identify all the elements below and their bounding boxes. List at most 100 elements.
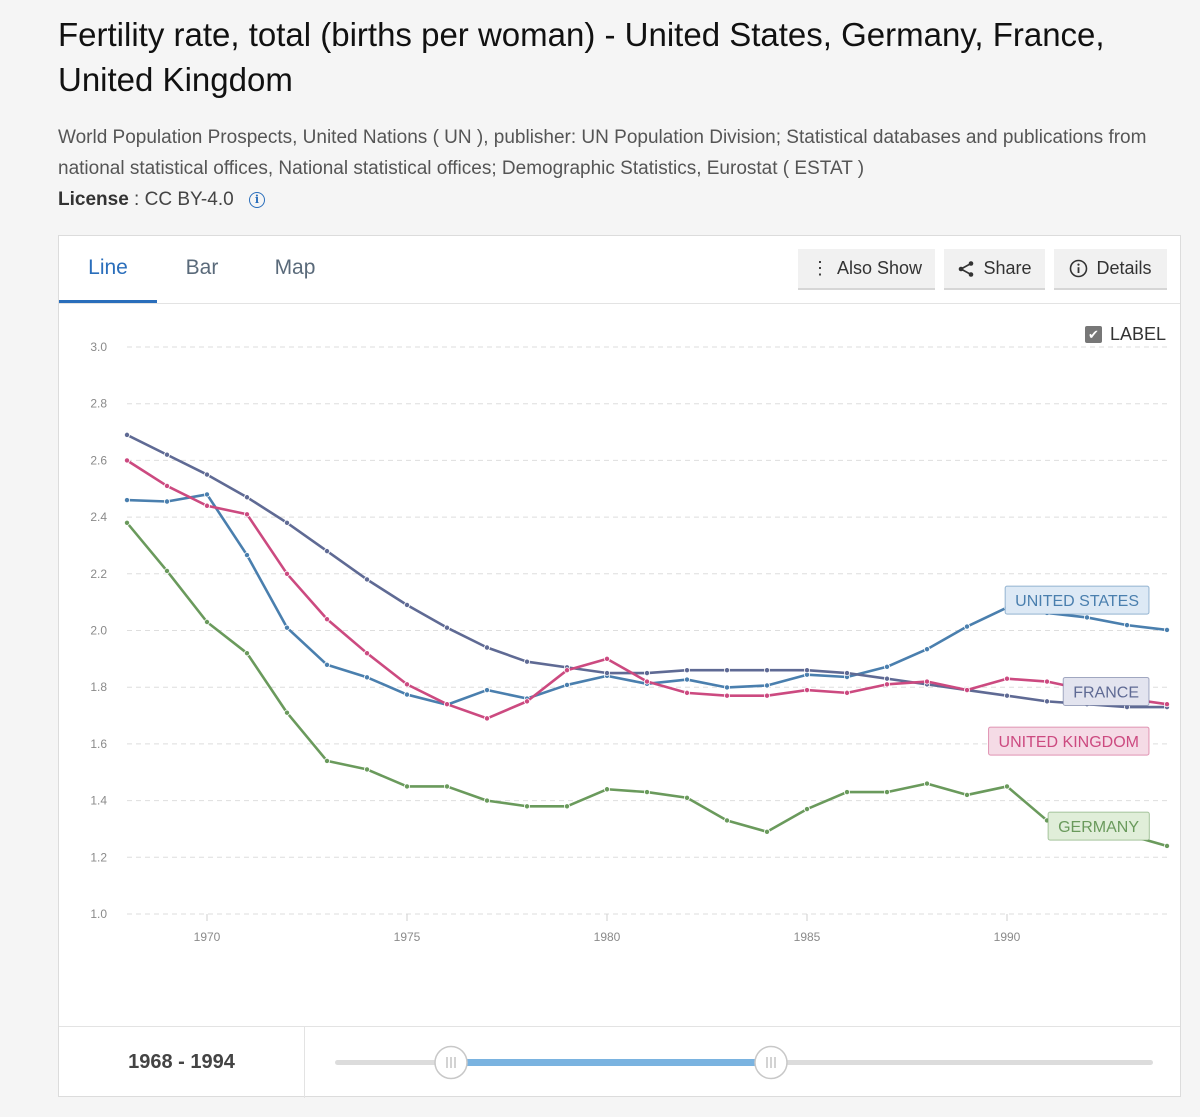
info-icon[interactable]: i [248, 192, 265, 208]
data-point[interactable] [124, 519, 131, 526]
data-point[interactable] [483, 797, 490, 804]
data-point[interactable] [124, 457, 131, 464]
data-point[interactable] [604, 670, 611, 677]
data-point[interactable] [283, 709, 290, 716]
data-point[interactable] [764, 667, 771, 674]
share-button[interactable]: Share [944, 249, 1045, 290]
data-point[interactable] [403, 601, 410, 608]
data-point[interactable] [323, 757, 330, 764]
series-line-france[interactable] [126, 433, 1167, 709]
data-point[interactable] [523, 658, 530, 665]
data-point[interactable] [283, 519, 290, 526]
data-point[interactable] [363, 650, 370, 657]
data-point[interactable] [884, 789, 891, 796]
data-point[interactable] [1124, 622, 1131, 629]
data-point[interactable] [403, 783, 410, 790]
data-point[interactable] [363, 766, 370, 773]
data-point[interactable] [323, 616, 330, 623]
data-point[interactable] [844, 789, 851, 796]
data-point[interactable] [1004, 675, 1011, 682]
data-point[interactable] [804, 667, 811, 674]
data-point[interactable] [443, 624, 450, 631]
data-point[interactable] [523, 803, 530, 810]
data-point[interactable] [964, 791, 971, 798]
data-point[interactable] [483, 687, 490, 694]
data-point[interactable] [844, 670, 851, 677]
checkbox-checked-icon[interactable]: ✔ [1085, 326, 1102, 343]
data-point[interactable] [924, 780, 931, 787]
data-point[interactable] [563, 681, 570, 688]
data-point[interactable] [604, 655, 611, 662]
data-point[interactable] [644, 678, 651, 685]
data-point[interactable] [1084, 614, 1091, 621]
data-point[interactable] [684, 794, 691, 801]
data-point[interactable] [563, 667, 570, 674]
data-point[interactable] [764, 828, 771, 835]
data-point[interactable] [684, 667, 691, 674]
data-point[interactable] [724, 684, 731, 691]
data-point[interactable] [483, 644, 490, 651]
data-point[interactable] [1164, 626, 1171, 633]
data-point[interactable] [243, 650, 250, 657]
tab-map[interactable]: Map [274, 256, 316, 279]
data-point[interactable] [1004, 692, 1011, 699]
data-point[interactable] [684, 676, 691, 683]
data-point[interactable] [724, 817, 731, 824]
data-point[interactable] [1164, 842, 1171, 849]
data-point[interactable] [164, 498, 171, 505]
data-point[interactable] [724, 692, 731, 699]
data-point[interactable] [844, 689, 851, 696]
data-point[interactable] [684, 689, 691, 696]
data-point[interactable] [323, 661, 330, 668]
data-point[interactable] [964, 687, 971, 694]
data-point[interactable] [764, 682, 771, 689]
data-point[interactable] [124, 431, 131, 438]
data-point[interactable] [283, 624, 290, 631]
data-point[interactable] [443, 701, 450, 708]
data-point[interactable] [604, 786, 611, 793]
data-point[interactable] [804, 687, 811, 694]
also-show-button[interactable]: ⋮ Also Show [798, 249, 935, 290]
data-point[interactable] [1004, 783, 1011, 790]
slider-handle-start[interactable] [434, 1045, 468, 1080]
data-point[interactable] [764, 692, 771, 699]
tab-line[interactable]: Line [59, 236, 157, 303]
data-point[interactable] [203, 618, 210, 625]
data-point[interactable] [443, 783, 450, 790]
tab-bar[interactable]: Bar [185, 256, 219, 279]
data-point[interactable] [243, 494, 250, 501]
data-point[interactable] [243, 552, 250, 559]
data-point[interactable] [203, 502, 210, 509]
data-point[interactable] [563, 803, 570, 810]
data-point[interactable] [124, 497, 131, 504]
data-point[interactable] [724, 667, 731, 674]
data-point[interactable] [924, 646, 931, 653]
data-point[interactable] [323, 548, 330, 555]
data-point[interactable] [164, 451, 171, 458]
data-point[interactable] [644, 670, 651, 677]
data-point[interactable] [483, 715, 490, 722]
year-range-slider[interactable] [305, 1027, 1180, 1098]
data-point[interactable] [164, 567, 171, 574]
data-point[interactable] [644, 789, 651, 796]
data-point[interactable] [804, 806, 811, 813]
data-point[interactable] [523, 698, 530, 705]
data-point[interactable] [884, 663, 891, 670]
data-point[interactable] [924, 678, 931, 685]
data-point[interactable] [884, 681, 891, 688]
data-point[interactable] [1044, 678, 1051, 685]
data-point[interactable] [1044, 698, 1051, 705]
data-point[interactable] [363, 674, 370, 681]
data-point[interactable] [164, 482, 171, 489]
data-point[interactable] [964, 623, 971, 630]
label-toggle[interactable]: ✔ LABEL [1085, 324, 1166, 345]
data-point[interactable] [203, 491, 210, 498]
data-point[interactable] [403, 691, 410, 698]
data-point[interactable] [884, 675, 891, 682]
data-point[interactable] [403, 681, 410, 688]
details-button[interactable]: Details [1054, 249, 1167, 290]
data-point[interactable] [283, 570, 290, 577]
slider-handle-end[interactable] [754, 1045, 788, 1080]
data-point[interactable] [243, 511, 250, 518]
data-point[interactable] [363, 576, 370, 583]
